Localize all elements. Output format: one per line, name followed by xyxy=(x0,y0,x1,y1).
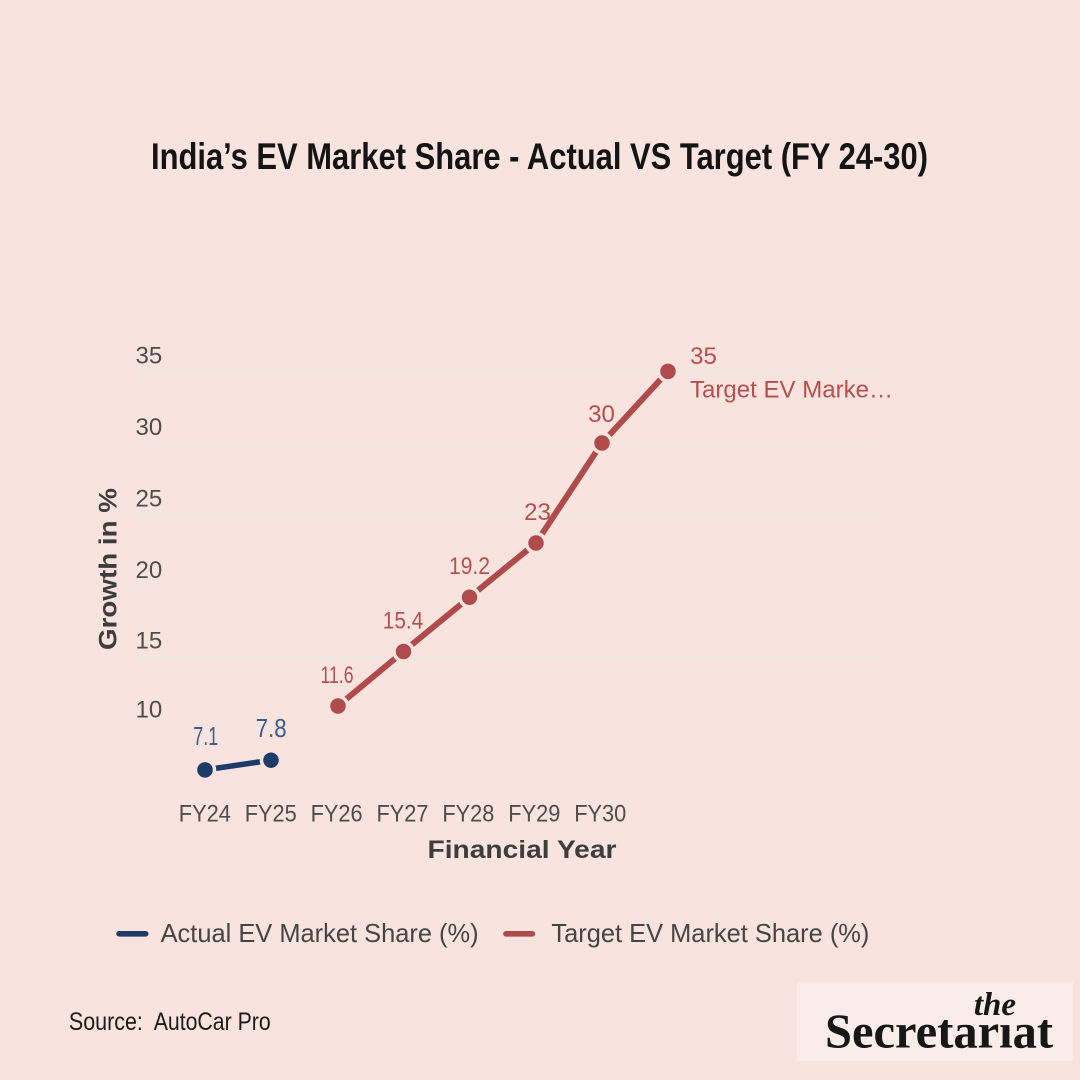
svg-text:the: the xyxy=(974,987,1016,1023)
svg-text:India’s EV Market Share - Actu: India’s EV Market Share - Actual VS Targ… xyxy=(151,136,928,177)
svg-text:30: 30 xyxy=(588,401,615,428)
svg-text:25: 25 xyxy=(136,485,163,512)
svg-text:Secretarıat: Secretarıat xyxy=(825,1003,1054,1058)
svg-text:20: 20 xyxy=(136,557,163,584)
svg-text:10: 10 xyxy=(136,697,163,724)
svg-text:FY29: FY29 xyxy=(508,801,560,828)
svg-text:30: 30 xyxy=(136,414,163,441)
svg-text:Target EV Marke…: Target EV Marke… xyxy=(690,377,893,404)
svg-text:FY24: FY24 xyxy=(179,801,231,828)
svg-text:11.6: 11.6 xyxy=(321,662,354,689)
svg-text:FY28: FY28 xyxy=(442,801,494,828)
svg-text:Actual EV Market Share (%): Actual EV Market Share (%) xyxy=(161,918,479,948)
svg-text:Growth in %: Growth in % xyxy=(95,488,123,650)
svg-text:Source:: Source: xyxy=(69,1008,143,1036)
svg-text:FY30: FY30 xyxy=(574,801,626,828)
svg-text:35: 35 xyxy=(136,342,163,369)
svg-text:15: 15 xyxy=(136,628,163,655)
svg-text:FY27: FY27 xyxy=(377,801,429,828)
svg-text:7.8: 7.8 xyxy=(256,713,287,743)
svg-text:Financial Year: Financial Year xyxy=(428,836,617,864)
svg-text:7.1: 7.1 xyxy=(193,721,218,751)
svg-text:FY26: FY26 xyxy=(311,801,363,828)
svg-text:AutoCar Pro: AutoCar Pro xyxy=(154,1008,271,1036)
svg-text:FY25: FY25 xyxy=(245,801,297,828)
svg-text:23: 23 xyxy=(524,499,551,526)
svg-text:19.2: 19.2 xyxy=(449,553,490,580)
svg-text:15.4: 15.4 xyxy=(383,608,424,635)
svg-text:Target EV Market Share (%): Target EV Market Share (%) xyxy=(551,918,869,948)
svg-text:35: 35 xyxy=(690,343,717,370)
